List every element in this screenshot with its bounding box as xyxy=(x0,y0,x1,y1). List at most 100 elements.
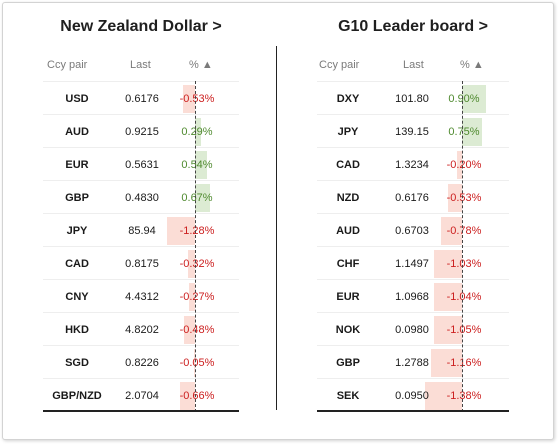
table-row[interactable]: AUD 0.6703 -0.78% xyxy=(317,213,509,247)
positive-change-bar xyxy=(195,118,202,146)
last-price-cell: 0.6176 xyxy=(125,93,159,105)
last-header: Last xyxy=(130,59,151,71)
ccy-pair-cell: CNY xyxy=(65,291,89,303)
table-row[interactable]: CAD 1.3234 -0.20% xyxy=(317,147,509,181)
table-row[interactable]: GBP/NZD 2.0704 -0.66% xyxy=(43,378,239,412)
table-row[interactable]: EUR 0.5631 0.54% xyxy=(43,147,239,181)
pct-change-cell: 0.67% xyxy=(181,192,213,204)
pct-change-cell: 0.29% xyxy=(181,126,213,138)
negative-change-bar xyxy=(433,316,462,344)
negative-change-bar xyxy=(440,217,462,245)
last-price-cell: 2.0704 xyxy=(125,390,159,402)
ccy-pair-cell: JPY xyxy=(337,126,359,138)
ccy-pair-cell: NZD xyxy=(336,192,360,204)
nzd-column-headers: Ccy pair Last % ▲ xyxy=(43,52,239,80)
zero-line xyxy=(195,81,196,412)
table-bottom-rule xyxy=(43,410,239,412)
last-price-cell: 1.1497 xyxy=(395,258,429,270)
g10-panel-title[interactable]: G10 Leader board > xyxy=(338,18,488,35)
ccy-pair-header: Ccy pair xyxy=(47,59,88,71)
ccy-pair-cell: EUR xyxy=(336,291,360,303)
table-row[interactable]: EUR 1.0968 -1.04% xyxy=(317,279,509,313)
table-row[interactable]: SGD 0.8226 -0.05% xyxy=(43,345,239,379)
pct-change-cell: -0.78% xyxy=(446,225,482,237)
negative-change-bar xyxy=(189,283,195,311)
pct-change-cell: -1.05% xyxy=(446,324,482,336)
table-row[interactable]: SEK 0.0950 -1.38% xyxy=(317,378,509,412)
nzd-panel-title[interactable]: New Zealand Dollar > xyxy=(60,18,222,35)
ccy-pair-cell: GBP xyxy=(65,192,89,204)
table-row[interactable]: JPY 139.15 0.75% xyxy=(317,114,509,148)
fx-widget-card: New Zealand Dollar > Ccy pair Last % ▲ U… xyxy=(2,2,554,440)
ccy-pair-cell: HKD xyxy=(65,324,89,336)
negative-change-bar xyxy=(184,316,195,344)
ccy-pair-cell: CAD xyxy=(336,159,360,171)
ccy-pair-header: Ccy pair xyxy=(319,59,360,71)
table-row[interactable]: GBP 0.4830 0.67% xyxy=(43,180,239,214)
ccy-pair-cell: AUD xyxy=(65,126,89,138)
last-price-cell: 0.5631 xyxy=(125,159,159,171)
last-price-cell: 0.0950 xyxy=(395,390,429,402)
table-row[interactable]: CAD 0.8175 -0.32% xyxy=(43,246,239,280)
pct-change-cell: 0.90% xyxy=(448,93,480,105)
last-price-cell: 0.4830 xyxy=(125,192,159,204)
pct-change-cell: 0.75% xyxy=(448,126,480,138)
positive-change-bar xyxy=(195,184,210,212)
ccy-pair-cell: GBP/NZD xyxy=(52,390,102,402)
pct-change-cell: -1.03% xyxy=(446,258,482,270)
table-row[interactable]: CHF 1.1497 -1.03% xyxy=(317,246,509,280)
last-price-cell: 85.94 xyxy=(128,225,156,237)
last-price-cell: 101.80 xyxy=(395,93,429,105)
last-price-cell: 0.8226 xyxy=(125,357,159,369)
last-price-cell: 4.4312 xyxy=(125,291,159,303)
ccy-pair-cell: CAD xyxy=(65,258,89,270)
pct-sort-header[interactable]: % ▲ xyxy=(189,59,213,71)
ccy-pair-cell: EUR xyxy=(65,159,89,171)
zero-line xyxy=(462,81,463,412)
last-price-cell: 0.9215 xyxy=(125,126,159,138)
pct-change-cell: -0.20% xyxy=(446,159,482,171)
negative-change-bar xyxy=(180,382,195,410)
negative-change-bar xyxy=(183,85,195,113)
pct-change-cell: -0.66% xyxy=(179,390,215,402)
last-price-cell: 0.6176 xyxy=(395,192,429,204)
last-price-cell: 4.8202 xyxy=(125,324,159,336)
negative-change-bar xyxy=(434,250,462,278)
positive-change-bar xyxy=(195,151,207,179)
table-row[interactable]: HKD 4.8202 -0.48% xyxy=(43,312,239,346)
negative-change-bar xyxy=(456,151,462,179)
pct-change-cell: -0.32% xyxy=(179,258,215,270)
last-price-cell: 0.6703 xyxy=(395,225,429,237)
last-price-cell: 0.8175 xyxy=(125,258,159,270)
pct-change-cell: -0.27% xyxy=(179,291,215,303)
table-row[interactable]: NZD 0.6176 -0.53% xyxy=(317,180,509,214)
pct-change-cell: -1.04% xyxy=(446,291,482,303)
table-row[interactable]: NOK 0.0980 -1.05% xyxy=(317,312,509,346)
ccy-pair-cell: GBP xyxy=(336,357,360,369)
pct-change-cell: -0.48% xyxy=(179,324,215,336)
table-row[interactable]: JPY 85.94 -1.28% xyxy=(43,213,239,247)
ccy-pair-cell: NOK xyxy=(335,324,361,336)
table-row[interactable]: USD 0.6176 -0.53% xyxy=(43,81,239,115)
ccy-pair-cell: CHF xyxy=(336,258,360,270)
last-price-cell: 1.3234 xyxy=(395,159,429,171)
pct-change-cell: -0.53% xyxy=(446,192,482,204)
table-row[interactable]: GBP 1.2788 -1.16% xyxy=(317,345,509,379)
negative-change-bar xyxy=(187,250,195,278)
ccy-pair-cell: AUD xyxy=(336,225,360,237)
negative-change-bar xyxy=(424,382,462,410)
panel-divider xyxy=(276,46,277,410)
pct-sort-header[interactable]: % ▲ xyxy=(460,59,484,71)
last-price-cell: 0.0980 xyxy=(395,324,429,336)
table-row[interactable]: DXY 101.80 0.90% xyxy=(317,81,509,115)
table-row[interactable]: CNY 4.4312 -0.27% xyxy=(43,279,239,313)
ccy-pair-cell: USD xyxy=(65,93,89,105)
pct-change-cell: -1.38% xyxy=(446,390,482,402)
table-row[interactable]: AUD 0.9215 0.29% xyxy=(43,114,239,148)
ccy-pair-cell: JPY xyxy=(66,225,88,237)
ccy-pair-cell: SGD xyxy=(65,357,89,369)
last-price-cell: 139.15 xyxy=(395,126,429,138)
g10-column-headers: Ccy pair Last % ▲ xyxy=(317,52,509,80)
pct-change-cell: -0.53% xyxy=(179,93,215,105)
negative-change-bar xyxy=(447,184,462,212)
